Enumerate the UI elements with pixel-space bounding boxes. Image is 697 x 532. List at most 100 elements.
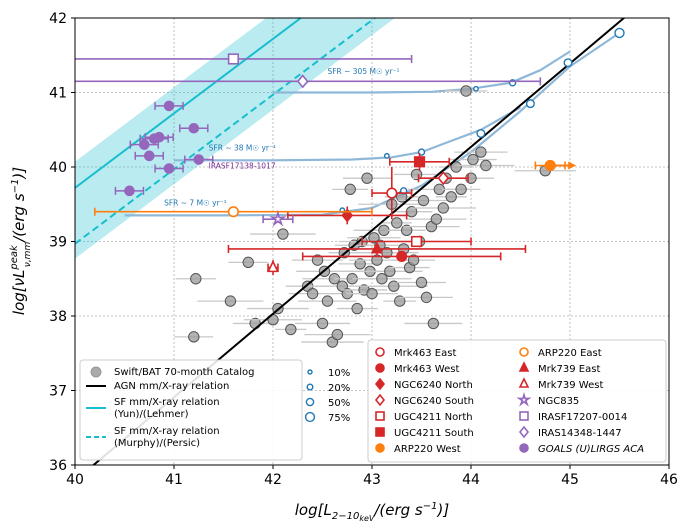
goals-u-lirgs-aca-point xyxy=(124,185,135,197)
bat-point xyxy=(242,256,254,269)
legend-mid-label: 10% xyxy=(328,368,350,379)
annotation-0: IRASF17138-1017 xyxy=(209,161,276,170)
bat-point xyxy=(344,183,356,196)
legend-sfr-marker-1 xyxy=(306,383,314,391)
legend-left-label: AGN mm/X-ray relation xyxy=(114,381,229,392)
sf-relation-band xyxy=(75,18,395,259)
plot-area: IRASF17138-1017 SFR ~ 7 M☉ yr⁻¹ SFR ~ 38 M… xyxy=(75,18,626,465)
legend-swatch xyxy=(374,393,386,407)
legend-swatch xyxy=(374,377,386,391)
x-tick-label: 43 xyxy=(363,472,381,488)
legend-swatch xyxy=(375,411,385,421)
ugc4211-south-point xyxy=(413,156,426,168)
bat-point xyxy=(394,295,406,307)
ngc835-point xyxy=(269,209,287,227)
legend-right-label: NGC6240 North xyxy=(394,380,473,391)
bat-point xyxy=(415,276,428,289)
legend-mid-label: 20% xyxy=(328,383,350,394)
bat-point xyxy=(371,254,383,266)
goals-u-lirgs-aca-point xyxy=(188,122,200,134)
goals-u-lirgs-aca-point xyxy=(143,150,155,162)
bat-point xyxy=(321,295,334,307)
bat-point xyxy=(361,172,373,184)
bat-point xyxy=(420,291,433,304)
legend-left-label: SF mm/X-ray relation xyxy=(114,426,220,437)
legend-left-label: (Murphy)/(Persic) xyxy=(114,438,200,449)
sfr-track-0 xyxy=(124,31,621,217)
axis-ticks: 40 41 42 43 44 45 46 36 37 38 39 40 41 42 xyxy=(49,11,678,488)
legend-swatch xyxy=(375,363,385,373)
legend-swatch xyxy=(518,377,530,388)
legend-right-label: GOALS (U)LIRGS ACA xyxy=(538,444,644,455)
legend-swatch xyxy=(519,411,529,421)
goals-u-lirgs-aca-point xyxy=(163,100,175,112)
legend-right-label: Mrk463 East xyxy=(394,348,456,359)
x-tick-label: 45 xyxy=(561,472,579,488)
ugc4211-north-point xyxy=(410,235,423,248)
goals-u-lirgs-aca-point xyxy=(139,139,150,150)
legend: Swift/BAT 70-month Catalog AGN mm/X-ray r… xyxy=(79,339,667,463)
bat-point xyxy=(316,317,329,330)
x-tick-label: 41 xyxy=(165,472,183,488)
mrk739-west-point xyxy=(266,259,280,273)
bat-point xyxy=(450,161,462,173)
bat-point xyxy=(378,224,390,237)
iras14348-1447-point xyxy=(296,74,309,89)
legend-bat-swatch xyxy=(90,366,102,378)
y-tick-label: 41 xyxy=(49,86,67,102)
bat-point xyxy=(437,202,449,214)
ngc6240-north-point xyxy=(341,208,354,223)
x-tick-label: 46 xyxy=(660,472,678,488)
legend-swatch xyxy=(375,443,385,453)
y-tick-label: 39 xyxy=(49,235,67,251)
y-tick-label: 38 xyxy=(49,309,67,325)
annotation-3: SFR ~ 305 M☉ yr⁻¹ xyxy=(327,67,399,76)
legend-right-label: Mrk739 West xyxy=(538,380,603,391)
ngc6240-south-point xyxy=(437,171,450,186)
legend-right-label: UGC4211 South xyxy=(394,428,474,439)
bat-point xyxy=(391,217,403,229)
legend-left-label: Swift/BAT 70-month Catalog xyxy=(114,367,255,378)
legend-swatch xyxy=(518,425,530,439)
arp220-west-arrowhead xyxy=(568,161,577,170)
legend-right-label: NGC6240 South xyxy=(394,396,474,407)
legend-sfr-marker-3 xyxy=(304,411,316,423)
x-tick-label: 40 xyxy=(66,472,84,488)
sfr-marker xyxy=(476,128,486,138)
legend-right-label: Mrk739 East xyxy=(538,364,600,375)
sfr-marker xyxy=(614,27,625,39)
sfr-marker xyxy=(563,58,573,68)
sfr-marker xyxy=(525,99,535,109)
y-tick-label: 36 xyxy=(49,458,67,474)
arp220-east-point xyxy=(227,206,239,218)
mrk463-east-point xyxy=(386,187,398,199)
bat-point xyxy=(331,328,344,341)
legend-swatch xyxy=(519,347,529,357)
legend-mid-label: 75% xyxy=(328,413,350,424)
legend-sfr-marker-2 xyxy=(305,397,315,407)
mrk463-west-point xyxy=(396,250,408,262)
y-tick-label: 40 xyxy=(49,160,67,176)
bat-point xyxy=(388,280,400,292)
bat-point xyxy=(460,85,472,97)
bat-point xyxy=(351,302,363,315)
bat-point xyxy=(417,194,430,207)
irasf17207-0014-point xyxy=(227,53,240,65)
bat-point xyxy=(354,258,366,270)
legend-right-label: IRAS14348-1447 xyxy=(538,428,622,439)
sfr-marker xyxy=(383,152,390,159)
x-axis-label: log[L2−10keV/(erg s−1)] xyxy=(295,501,450,523)
legend-mid-label: 50% xyxy=(328,398,350,409)
goals-u-lirgs-aca-point xyxy=(193,154,205,165)
legend-right-label: Mrk463 West xyxy=(394,364,459,375)
bat-point xyxy=(311,254,324,266)
bat-point xyxy=(407,254,420,266)
legend-right-label: NGC835 xyxy=(538,396,579,407)
y-tick-label: 42 xyxy=(49,11,67,27)
legend-right-label: UGC4211 North xyxy=(394,412,473,423)
sfr-track-1 xyxy=(174,106,522,162)
bat-point xyxy=(285,323,297,336)
legend-right-label: IRASF17207-0014 xyxy=(538,412,627,423)
mrk739-east-point xyxy=(370,241,384,254)
